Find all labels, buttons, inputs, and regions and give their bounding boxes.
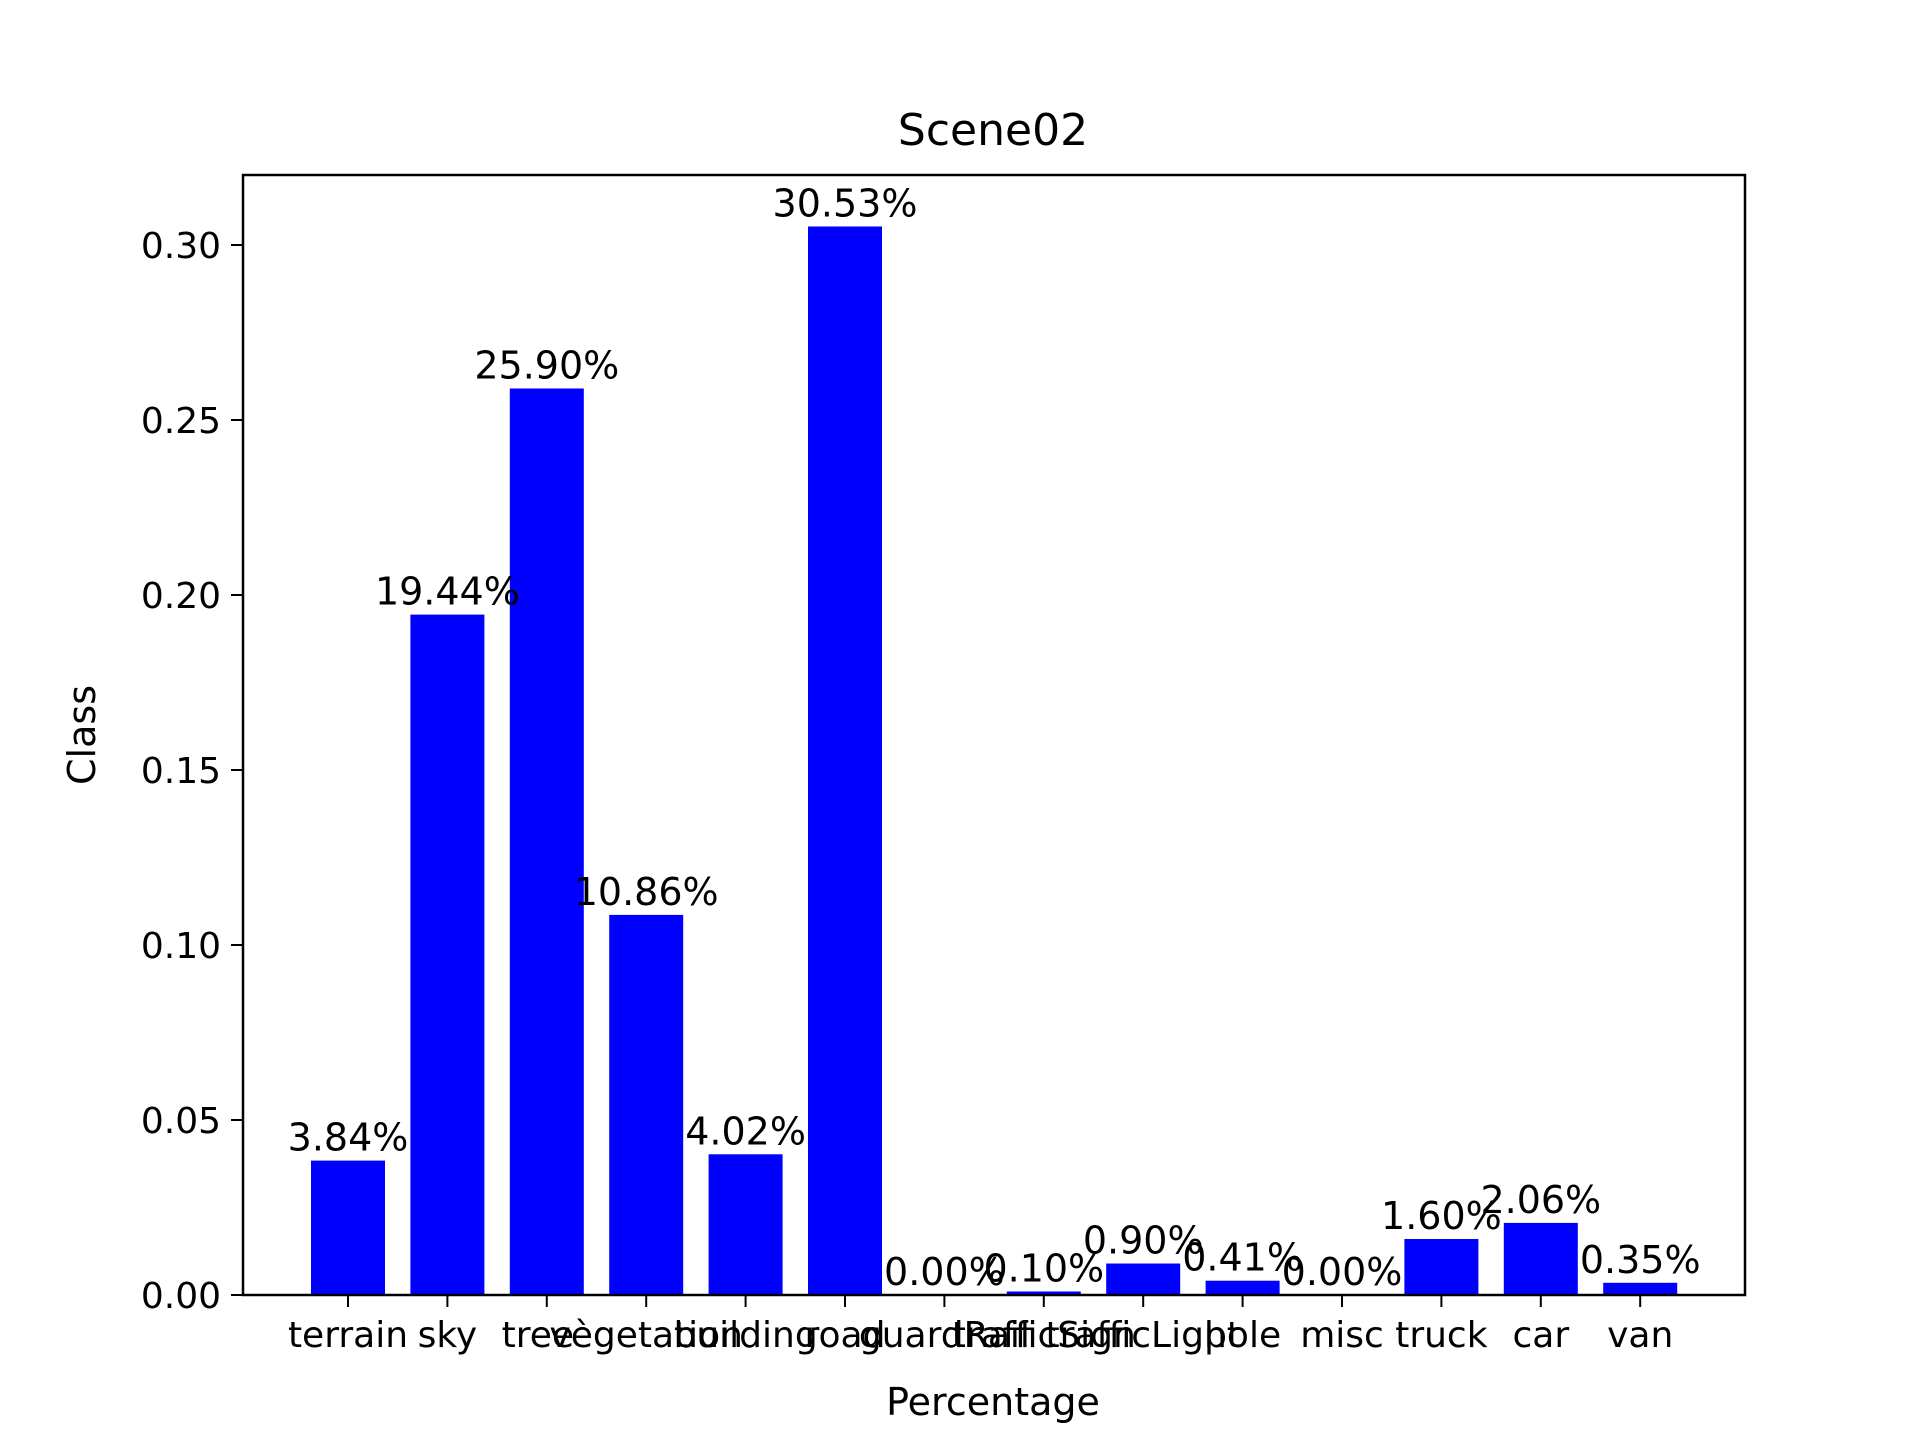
y-tick-label: 0.25 — [141, 401, 221, 442]
bar — [609, 914, 684, 1295]
bars-layer — [311, 226, 1678, 1296]
y-tick-label: 0.15 — [141, 751, 221, 792]
bar — [410, 614, 485, 1295]
x-axis-label: Percentage — [886, 1380, 1100, 1424]
y-axis: 0.00 0.05 0.10 0.15 0.20 0.25 0.30 — [141, 226, 243, 1317]
x-tick-label: tree` — [502, 1315, 592, 1356]
bar-value-label: 19.44% — [375, 570, 520, 614]
plot-frame — [241, 173, 1747, 1297]
bar-value-label: 25.90% — [474, 344, 619, 388]
y-tick-label: 0.00 — [141, 1276, 221, 1317]
bar-value-label: 0.35% — [1580, 1238, 1701, 1282]
bar — [311, 1160, 385, 1295]
bar — [509, 388, 584, 1295]
x-tick-label: misc — [1300, 1315, 1384, 1356]
value-labels-layer: 3.84%19.44%25.90%10.86%4.02%30.53%0.00%0… — [288, 182, 1701, 1295]
bar — [1106, 1263, 1181, 1295]
x-tick-label: building — [673, 1315, 817, 1356]
x-tick-label: terrain — [288, 1315, 408, 1356]
x-tick-label: trafficSign — [952, 1315, 1136, 1356]
y-tick-label: 0.20 — [141, 576, 221, 617]
y-tick-label: 0.10 — [141, 926, 221, 967]
x-tick-label: guardRail — [859, 1315, 1030, 1356]
bar-value-label: 0.41% — [1182, 1236, 1303, 1280]
x-tick-label: road — [805, 1315, 886, 1356]
bar-value-label: 0.10% — [983, 1247, 1104, 1291]
y-axis-label: Class — [60, 685, 104, 785]
bar-value-label: 1.60% — [1381, 1194, 1502, 1238]
bar — [808, 226, 882, 1295]
bar-value-label: 4.02% — [685, 1109, 806, 1153]
bar-value-label: 30.53% — [773, 182, 918, 226]
bar — [1503, 1222, 1578, 1295]
bar-value-label: 2.06% — [1480, 1178, 1601, 1222]
bar-value-label: 10.86% — [574, 870, 719, 914]
x-tick-label: sky — [418, 1315, 478, 1356]
bar — [1205, 1280, 1280, 1295]
x-tick-label: car — [1512, 1315, 1569, 1356]
x-tick-label: trafficLight — [1045, 1315, 1240, 1356]
bar — [1603, 1282, 1678, 1296]
x-tick-label: van — [1607, 1315, 1673, 1356]
bar — [1404, 1239, 1479, 1295]
x-tick-label: vegetation — [549, 1315, 743, 1356]
bar — [1006, 1291, 1081, 1295]
bar-value-label: 0.00% — [1282, 1250, 1403, 1294]
y-tick-label: 0.05 — [141, 1101, 221, 1142]
bar-value-label: 3.84% — [288, 1116, 409, 1160]
chart-title: Scene02 — [898, 105, 1088, 156]
y-tick-label: 0.30 — [141, 226, 221, 267]
bar-value-label: 0.00% — [884, 1250, 1005, 1294]
x-tick-label: truck — [1395, 1315, 1488, 1356]
x-tick-label: pole — [1204, 1315, 1281, 1356]
x-axis: terrain sky tree`vegetationbuildingroadgua… — [288, 1295, 1673, 1356]
bar-value-label: 0.90% — [1083, 1219, 1204, 1263]
bar — [708, 1154, 783, 1295]
